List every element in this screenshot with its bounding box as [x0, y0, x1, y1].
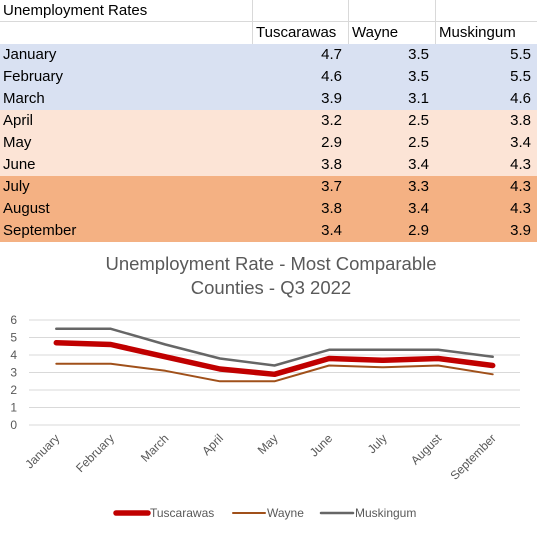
row-month-label: January	[3, 46, 57, 63]
table-cell: 3.3	[408, 178, 429, 195]
column-divider	[435, 0, 436, 44]
table-cell: 3.4	[408, 200, 429, 217]
x-tick-label: April	[199, 431, 226, 458]
table-cell: 3.9	[510, 222, 531, 239]
table-cell: 4.3	[510, 178, 531, 195]
x-tick-label: February	[73, 431, 117, 475]
line-chart: Unemployment Rate - Most Comparable Count…	[10, 253, 520, 520]
table-row: July 3.7 3.3 4.3	[0, 176, 537, 198]
table-cell: 4.6	[510, 90, 531, 107]
column-divider	[252, 0, 253, 44]
table-cell: 3.5	[408, 68, 429, 85]
y-tick-label: 6	[10, 313, 17, 327]
x-tick-label: June	[307, 431, 336, 460]
table-cell: 3.9	[321, 90, 342, 107]
row-month-label: June	[3, 156, 36, 173]
header-muskingum: Muskingum	[439, 24, 516, 41]
row-month-label: February	[3, 68, 64, 85]
table-row: March 3.9 3.1 4.6	[0, 88, 537, 110]
y-tick-label: 0	[10, 418, 17, 432]
title-row: Unemployment Rates	[0, 0, 537, 22]
legend-label: Tuscarawas	[150, 506, 214, 520]
chart-title-line: Unemployment Rate - Most Comparable	[105, 253, 436, 274]
table-cell: 3.8	[321, 156, 342, 173]
header-tuscarawas: Tuscarawas	[256, 24, 337, 41]
legend-label: Wayne	[267, 506, 304, 520]
series-line-wayne	[55, 362, 494, 383]
table-cell: 2.9	[408, 222, 429, 239]
table-cell: 2.5	[408, 112, 429, 129]
table-cell: 5.5	[510, 46, 531, 63]
y-tick-label: 4	[10, 348, 17, 362]
y-tick-label: 1	[10, 401, 17, 415]
table-cell: 3.4	[408, 156, 429, 173]
table-cell: 3.4	[321, 222, 342, 239]
header-row: Tuscarawas Wayne Muskingum	[0, 22, 537, 44]
table-title: Unemployment Rates	[3, 2, 148, 19]
table-row: January 4.7 3.5 5.5	[0, 44, 537, 66]
table-row: August 3.8 3.4 4.3	[0, 198, 537, 220]
legend-label: Muskingum	[355, 506, 416, 520]
column-divider	[348, 0, 349, 44]
table-cell: 2.5	[408, 134, 429, 151]
table-row: June 3.8 3.4 4.3	[0, 154, 537, 176]
x-tick-label: May	[255, 431, 281, 457]
row-month-label: August	[3, 200, 50, 217]
y-tick-label: 2	[10, 383, 17, 397]
y-tick-label: 5	[10, 331, 17, 345]
row-month-label: April	[3, 112, 34, 129]
series-line-muskingum	[55, 327, 494, 367]
table-cell: 3.8	[321, 200, 342, 217]
table-cell: 2.9	[321, 134, 342, 151]
table-cell: 4.7	[321, 46, 342, 63]
header-wayne: Wayne	[352, 24, 399, 41]
table-cell: 3.8	[510, 112, 531, 129]
table-cell: 4.3	[510, 156, 531, 173]
table-row: April 3.2 2.5 3.8	[0, 110, 537, 132]
table-row: May 2.9 2.5 3.4	[0, 132, 537, 154]
table-cell: 4.3	[510, 200, 531, 217]
table-cell: 3.2	[321, 112, 342, 129]
table-cell: 5.5	[510, 68, 531, 85]
x-tick-label: January	[22, 431, 62, 471]
table-cell: 3.5	[408, 46, 429, 63]
table-cell: 4.6	[321, 68, 342, 85]
table-cell: 3.4	[510, 134, 531, 151]
x-tick-label: August	[408, 431, 445, 468]
row-divider	[0, 21, 537, 22]
table-cell: 3.7	[321, 178, 342, 195]
row-month-label: September	[3, 222, 77, 239]
chart-title-line: Counties - Q3 2022	[191, 277, 351, 298]
x-tick-label: March	[138, 431, 171, 464]
x-tick-label: September	[447, 431, 498, 482]
row-month-label: May	[3, 134, 32, 151]
x-tick-label: July	[365, 431, 390, 456]
table-row: February 4.6 3.5 5.5	[0, 66, 537, 88]
table-cell: 3.1	[408, 90, 429, 107]
row-month-label: March	[3, 90, 45, 107]
row-month-label: July	[3, 178, 30, 195]
series-line-tuscarawas	[53, 340, 496, 378]
table-row: September 3.4 2.9 3.9	[0, 220, 537, 242]
y-tick-label: 3	[10, 366, 17, 380]
